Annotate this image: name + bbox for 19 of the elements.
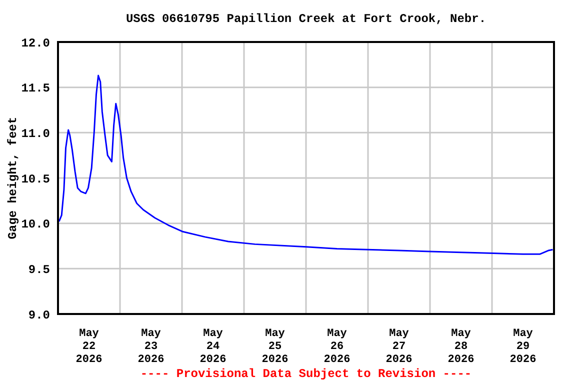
x-tick-label: May 29 2026 bbox=[510, 328, 536, 366]
chart-title: USGS 06610795 Papillion Creek at Fort Crook, Nebr. bbox=[124, 12, 488, 26]
x-tick-label: May 26 2026 bbox=[324, 328, 350, 366]
y-tick-label: 11.0 bbox=[21, 126, 50, 141]
y-tick-label: 10.5 bbox=[21, 172, 50, 186]
y-tick-label: 9.5 bbox=[28, 262, 50, 277]
x-tick-label: May 27 2026 bbox=[386, 328, 412, 366]
y-axis-title: Gage height, feet bbox=[6, 116, 20, 240]
y-tick-label: 10.0 bbox=[21, 218, 50, 232]
y-tick-label: 11.5 bbox=[21, 82, 50, 96]
x-tick-label: May 25 2026 bbox=[262, 328, 288, 366]
x-tick-label: May 23 2026 bbox=[138, 328, 164, 366]
y-tick-label: 12.0 bbox=[21, 36, 50, 50]
y-tick-label: 9.0 bbox=[28, 308, 50, 322]
text: ---- Provisional Data Subject to Revision ---- bbox=[139, 367, 473, 381]
x-tick-label: May 28 2026 bbox=[448, 328, 474, 366]
x-tick-label: May 24 2026 bbox=[200, 328, 226, 366]
line-series bbox=[58, 74, 554, 255]
x-tick-label: May 22 2026 bbox=[76, 328, 102, 366]
